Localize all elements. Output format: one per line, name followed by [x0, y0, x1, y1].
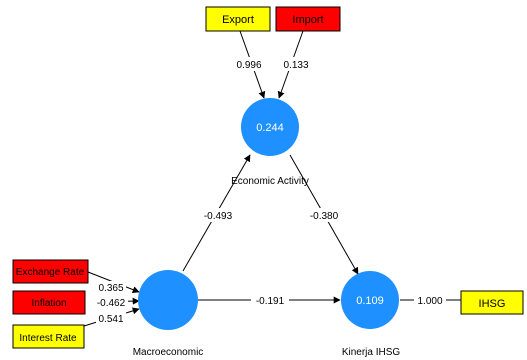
construct-kinerja-label: Kinerja IHSG — [342, 347, 401, 358]
coef-interest-macro: 0.541 — [98, 314, 123, 325]
indicator-exchange-rate[interactable]: Exchange Rate — [12, 259, 89, 284]
construct-economic-r2: 0.244 — [256, 122, 284, 134]
coef-economic-kinerja: -0.380 — [310, 211, 339, 222]
construct-kinerja-r2: 0.109 — [356, 295, 384, 307]
indicator-export[interactable]: Export — [205, 6, 271, 32]
coef-kinerja-ihsg: 1.000 — [417, 296, 442, 307]
coef-import-economic: 0.133 — [283, 60, 308, 71]
indicator-import-label: Import — [292, 14, 323, 26]
indicator-inflation[interactable]: Inflation — [12, 290, 86, 315]
coef-export-economic: 0.996 — [236, 60, 261, 71]
coef-macro-economic: -0.493 — [204, 211, 233, 222]
indicator-ihsg-label: IHSG — [479, 298, 506, 310]
construct-macro-circle — [138, 270, 198, 330]
construct-economic-label: Economic Activity — [231, 176, 309, 187]
indicator-ihsg[interactable]: IHSG — [460, 290, 524, 315]
indicator-exchange-label: Exchange Rate — [16, 267, 85, 278]
indicator-interest-label: Interest Rate — [19, 333, 77, 344]
construct-kinerja-ihsg[interactable]: 0.109 Kinerja IHSG — [341, 271, 400, 358]
construct-kinerja-circle — [341, 271, 399, 329]
indicator-exchange-box — [12, 259, 89, 284]
construct-macroeconomic[interactable]: Macroeconomic — [133, 270, 204, 358]
construct-economic-activity[interactable]: 0.244 Economic Activity — [231, 98, 309, 187]
indicator-import-box — [275, 6, 341, 32]
indicator-inflation-label: Inflation — [31, 298, 66, 309]
coef-inflation-macro: -0.462 — [97, 298, 126, 309]
indicator-export-label: Export — [222, 14, 254, 26]
indicator-interest-rate[interactable]: Interest Rate — [12, 324, 85, 349]
indicator-inflation-box — [12, 290, 86, 315]
indicator-interest-box — [12, 324, 85, 349]
indicator-export-box — [205, 6, 271, 32]
construct-economic-circle — [241, 98, 299, 156]
indicator-ihsg-box — [460, 290, 524, 315]
construct-macro-label: Macroeconomic — [133, 347, 204, 358]
indicator-import[interactable]: Import — [275, 6, 341, 32]
coef-exchange-macro: 0.365 — [98, 283, 123, 294]
coef-macro-kinerja: -0.191 — [256, 296, 285, 307]
